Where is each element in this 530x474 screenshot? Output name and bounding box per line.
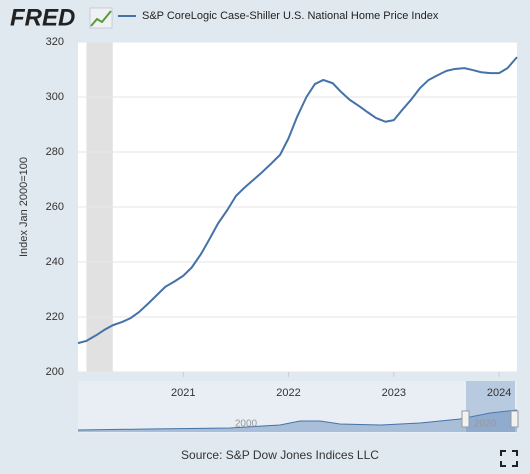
y-tick-label: 240 xyxy=(46,256,64,268)
y-tick-label: 260 xyxy=(46,201,64,213)
x-tick-label: 2022 xyxy=(276,387,300,399)
y-tick-label: 320 xyxy=(46,36,64,48)
brand-logo: FRED xyxy=(10,4,75,31)
x-tick-label: 2024 xyxy=(487,387,511,399)
legend-label: S&P CoreLogic Case-Shiller U.S. National… xyxy=(142,10,439,22)
y-tick-label: 300 xyxy=(46,91,64,103)
fullscreen-icon[interactable] xyxy=(500,450,518,467)
source-note: Source: S&P Dow Jones Indices LLC xyxy=(181,448,379,462)
navigator-label: 2000 xyxy=(235,419,258,430)
y-tick-label: 200 xyxy=(46,366,64,378)
data-line xyxy=(77,56,518,345)
y-tick-label: 220 xyxy=(46,311,64,323)
y-axis-label: Index Jan 2000=100 xyxy=(18,157,30,257)
x-tick-label: 2023 xyxy=(382,387,406,399)
navigator xyxy=(77,381,519,433)
x-tick-label: 2021 xyxy=(171,387,195,399)
y-tick-label: 280 xyxy=(46,146,64,158)
logo-icon xyxy=(89,7,113,29)
navigator-label: 2020 xyxy=(474,419,497,430)
